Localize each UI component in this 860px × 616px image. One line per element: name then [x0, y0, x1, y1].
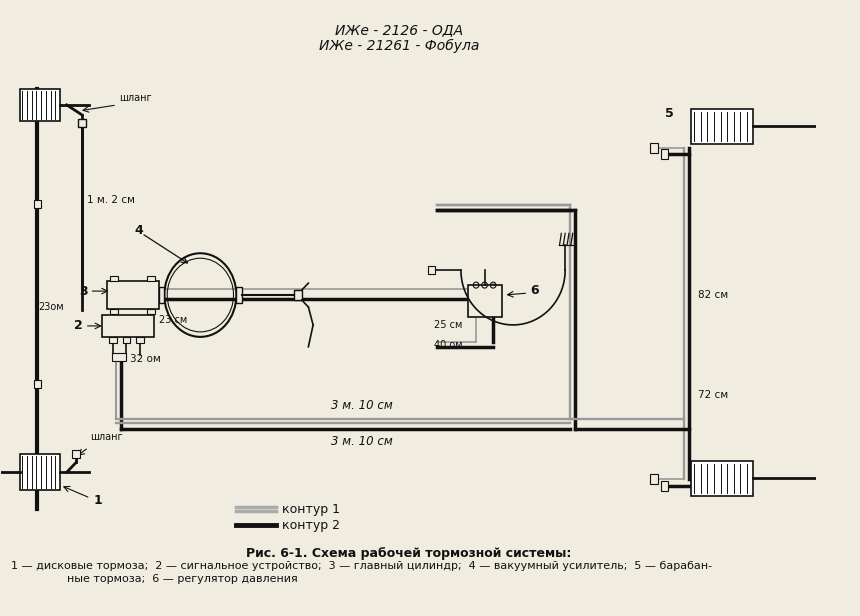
- Bar: [34, 200, 41, 208]
- Bar: [691, 109, 752, 144]
- Bar: [427, 266, 435, 274]
- Bar: [650, 143, 658, 153]
- Bar: [650, 474, 658, 484]
- Bar: [34, 379, 41, 387]
- Bar: [136, 337, 144, 343]
- Text: Рис. 6-1. Схема рабочей тормозной системы:: Рис. 6-1. Схема рабочей тормозной систем…: [246, 547, 572, 560]
- Bar: [237, 287, 242, 303]
- Text: шланг: шланг: [119, 93, 151, 103]
- Bar: [660, 148, 668, 159]
- Bar: [147, 309, 155, 314]
- Text: 1 — дисковые тормоза;  2 — сигнальное устройство;  3 — главный цилиндр;  4 — вак: 1 — дисковые тормоза; 2 — сигнальное уст…: [11, 561, 712, 571]
- Bar: [109, 337, 117, 343]
- Bar: [159, 287, 164, 303]
- Text: ные тормоза;  6 — регулятор давления: ные тормоза; 6 — регулятор давления: [11, 573, 298, 584]
- Bar: [468, 285, 501, 317]
- Text: 82 см: 82 см: [697, 290, 728, 300]
- Bar: [72, 450, 80, 458]
- Bar: [294, 290, 302, 300]
- Text: контур 2: контур 2: [282, 519, 340, 532]
- Text: 72 см: 72 см: [697, 389, 728, 400]
- Bar: [101, 315, 154, 337]
- Text: 40 ом: 40 ом: [434, 340, 463, 350]
- Text: 6: 6: [530, 283, 538, 296]
- Text: 1: 1: [93, 493, 102, 506]
- Text: 3 м. 10 см: 3 м. 10 см: [330, 399, 392, 411]
- Text: 23ом: 23ом: [39, 302, 64, 312]
- Text: 23 см: 23 см: [159, 315, 187, 325]
- Bar: [78, 119, 86, 127]
- Text: 3: 3: [79, 285, 88, 298]
- Text: 1 м. 2 см: 1 м. 2 см: [87, 195, 134, 206]
- Text: контур 1: контур 1: [282, 503, 340, 516]
- Bar: [21, 455, 60, 490]
- Bar: [123, 337, 130, 343]
- Text: ИЖе - 21261 - Фобула: ИЖе - 21261 - Фобула: [319, 39, 480, 54]
- Text: 2: 2: [74, 320, 83, 333]
- Text: шланг: шланг: [90, 432, 123, 442]
- Text: ИЖе - 2126 - ОДА: ИЖе - 2126 - ОДА: [335, 23, 464, 38]
- Text: 25 см: 25 см: [434, 320, 463, 330]
- Bar: [107, 281, 159, 309]
- Bar: [113, 353, 126, 361]
- Text: 3 м. 10 см: 3 м. 10 см: [330, 436, 392, 448]
- Text: 4: 4: [134, 224, 143, 237]
- Bar: [691, 461, 752, 496]
- Bar: [21, 89, 60, 121]
- Bar: [660, 481, 668, 491]
- Bar: [110, 309, 118, 314]
- Text: 32 ом: 32 ом: [130, 354, 161, 364]
- Text: 5: 5: [666, 107, 674, 120]
- Bar: [110, 276, 118, 281]
- Bar: [147, 276, 155, 281]
